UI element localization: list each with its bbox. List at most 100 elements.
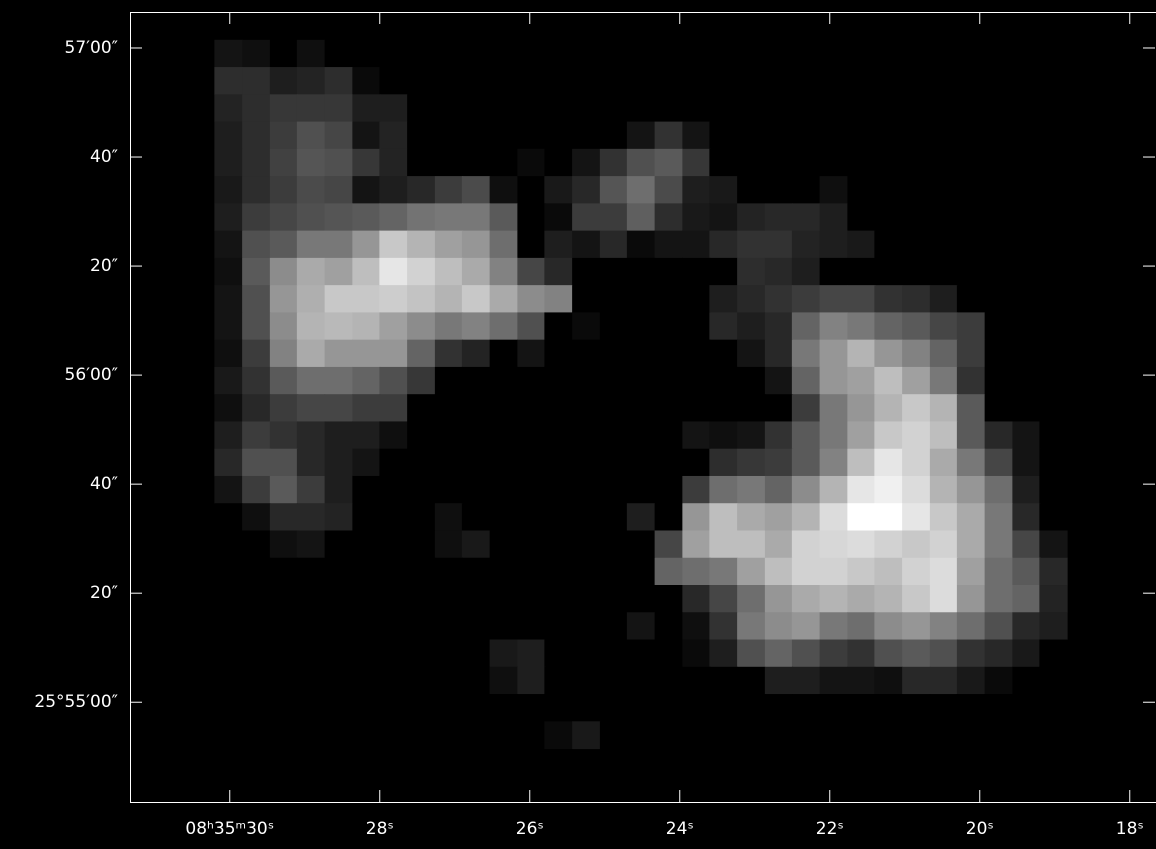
pixel xyxy=(270,312,298,340)
pixel xyxy=(847,503,875,531)
pixel xyxy=(572,530,600,558)
pixel xyxy=(737,721,765,749)
pixel xyxy=(1039,122,1067,150)
pixel xyxy=(407,94,435,122)
pixel xyxy=(765,694,793,722)
pixel xyxy=(435,94,463,122)
pixel xyxy=(242,503,270,531)
pixel xyxy=(517,394,545,422)
pixel xyxy=(407,176,435,204)
pixel xyxy=(270,203,298,231)
pixel xyxy=(682,558,710,586)
pixel xyxy=(709,449,737,477)
pixel xyxy=(792,558,820,586)
pixel xyxy=(544,176,572,204)
pixel xyxy=(765,40,793,68)
pixel xyxy=(572,640,600,668)
pixel xyxy=(957,721,985,749)
pixel xyxy=(902,94,930,122)
pixel xyxy=(297,176,325,204)
pixel xyxy=(407,203,435,231)
pixel xyxy=(517,449,545,477)
pixel xyxy=(985,585,1013,613)
pixel xyxy=(655,203,683,231)
pixel xyxy=(709,285,737,313)
pixel xyxy=(655,394,683,422)
pixel xyxy=(297,421,325,449)
pixel xyxy=(930,612,958,640)
pixel xyxy=(985,558,1013,586)
pixel xyxy=(600,721,628,749)
pixel xyxy=(462,340,490,368)
pixel xyxy=(874,694,902,722)
pixel xyxy=(709,176,737,204)
pixel xyxy=(820,312,848,340)
pixel xyxy=(1039,176,1067,204)
pixel xyxy=(627,367,655,395)
pixel xyxy=(957,530,985,558)
pixel xyxy=(325,67,353,95)
pixel xyxy=(407,40,435,68)
pixel xyxy=(600,449,628,477)
pixel xyxy=(957,340,985,368)
pixel xyxy=(462,67,490,95)
pixel xyxy=(572,694,600,722)
pixel xyxy=(792,203,820,231)
pixel xyxy=(820,40,848,68)
pixel xyxy=(379,449,407,477)
pixel xyxy=(600,503,628,531)
pixel xyxy=(1039,476,1067,504)
pixel xyxy=(600,640,628,668)
y-tick-label: 56′00″ xyxy=(65,365,118,385)
pixel xyxy=(709,558,737,586)
pixel xyxy=(874,149,902,177)
pixel xyxy=(490,394,518,422)
pixel xyxy=(325,476,353,504)
pixel xyxy=(600,530,628,558)
pixel xyxy=(765,449,793,477)
pixel xyxy=(572,612,600,640)
pixel xyxy=(765,340,793,368)
pixel xyxy=(1039,585,1067,613)
pixel xyxy=(407,312,435,340)
pixel xyxy=(627,231,655,259)
pixel xyxy=(847,367,875,395)
pixel xyxy=(379,476,407,504)
pixel xyxy=(462,585,490,613)
pixel xyxy=(792,122,820,150)
pixel xyxy=(902,640,930,668)
pixel xyxy=(627,122,655,150)
pixel xyxy=(792,312,820,340)
pixel xyxy=(682,122,710,150)
pixel xyxy=(352,612,380,640)
pixel xyxy=(709,122,737,150)
pixel xyxy=(600,394,628,422)
pixel xyxy=(957,476,985,504)
pixel xyxy=(490,721,518,749)
pixel xyxy=(517,530,545,558)
pixel xyxy=(792,258,820,286)
pixel xyxy=(655,149,683,177)
pixel xyxy=(490,585,518,613)
pixel xyxy=(462,640,490,668)
pixel xyxy=(517,231,545,259)
pixel xyxy=(407,476,435,504)
pixel xyxy=(242,612,270,640)
pixel xyxy=(517,558,545,586)
pixel xyxy=(544,503,572,531)
pixel xyxy=(242,530,270,558)
pixel xyxy=(957,203,985,231)
pixel xyxy=(600,67,628,95)
pixel xyxy=(1012,40,1040,68)
pixel xyxy=(407,612,435,640)
pixel xyxy=(847,312,875,340)
pixel xyxy=(957,149,985,177)
pixel xyxy=(270,394,298,422)
pixel xyxy=(847,203,875,231)
pixel xyxy=(517,340,545,368)
pixel xyxy=(270,558,298,586)
pixel xyxy=(270,340,298,368)
pixel xyxy=(847,694,875,722)
pixel xyxy=(490,258,518,286)
pixel xyxy=(572,667,600,695)
